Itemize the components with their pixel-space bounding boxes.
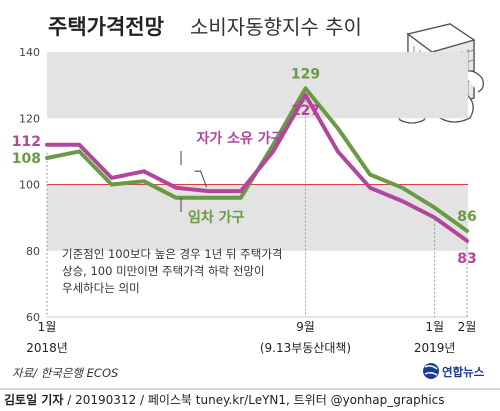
x-tick-label: 1월 [425,320,444,334]
annotation-note: 기준점인 100보다 높은 경우 1년 뒤 주택가격 상승, 100 미만이면 … [62,247,282,295]
chart-subtitle: 소비자동향지수 추이 [190,15,362,39]
y-axis-ticks: 60 80 100 120 140 [19,46,40,324]
plot-band-1 [47,52,468,119]
series-lines [45,86,469,243]
y-tick-label: 120 [19,112,40,125]
data-label: 86 [457,209,476,225]
svg-text:우세하다는 의미: 우세하다는 의미 [62,281,140,295]
x-tick-sublabel: 2018년 [26,341,68,355]
plot-band-0 [47,184,468,251]
data-label: 129 [291,66,320,82]
x-tick-sublabel: 2019년 [414,341,456,355]
x-tick-sublabel: (9.13부동산대책) [260,340,351,355]
y-tick-label: 80 [26,245,40,258]
legend-leader-owner [194,170,207,188]
x-tick-label: 2월 [458,320,477,334]
source-note: 자료/ 한국은행 ECOS [12,366,118,380]
legend-label-renter: 임차 가구 [188,210,245,226]
data-label: 112 [12,134,41,150]
y-tick-label: 140 [19,46,40,59]
chart-title: 주택가격전망 [48,15,164,39]
x-tick-label: 9월 [296,320,315,334]
data-label: 127 [291,103,320,119]
series-line-owner [45,93,469,243]
footer-credit: 김토일 기자 / 20190312 / 페이스북 tuney.kr/LeYN1,… [4,392,445,407]
plot-bands [47,52,468,251]
svg-text:기준점인 100보다 높은 경우 1년 뒤 주택가격: 기준점인 100보다 높은 경우 1년 뒤 주택가격 [62,247,282,261]
data-label: 83 [457,251,476,267]
y-tick-label: 100 [19,179,40,192]
data-label: 108 [12,151,41,167]
svg-text:상승, 100 미만이면 주택가격 하락 전망이: 상승, 100 미만이면 주택가격 하락 전망이 [62,264,265,278]
yonhap-logo: 연합뉴스 [423,363,485,379]
y-tick-label: 60 [26,311,40,324]
legend-label-owner: 자가 소유 가구 [196,131,283,147]
x-tick-label: 1월 [38,320,57,334]
svg-text:연합뉴스: 연합뉴스 [442,365,485,379]
